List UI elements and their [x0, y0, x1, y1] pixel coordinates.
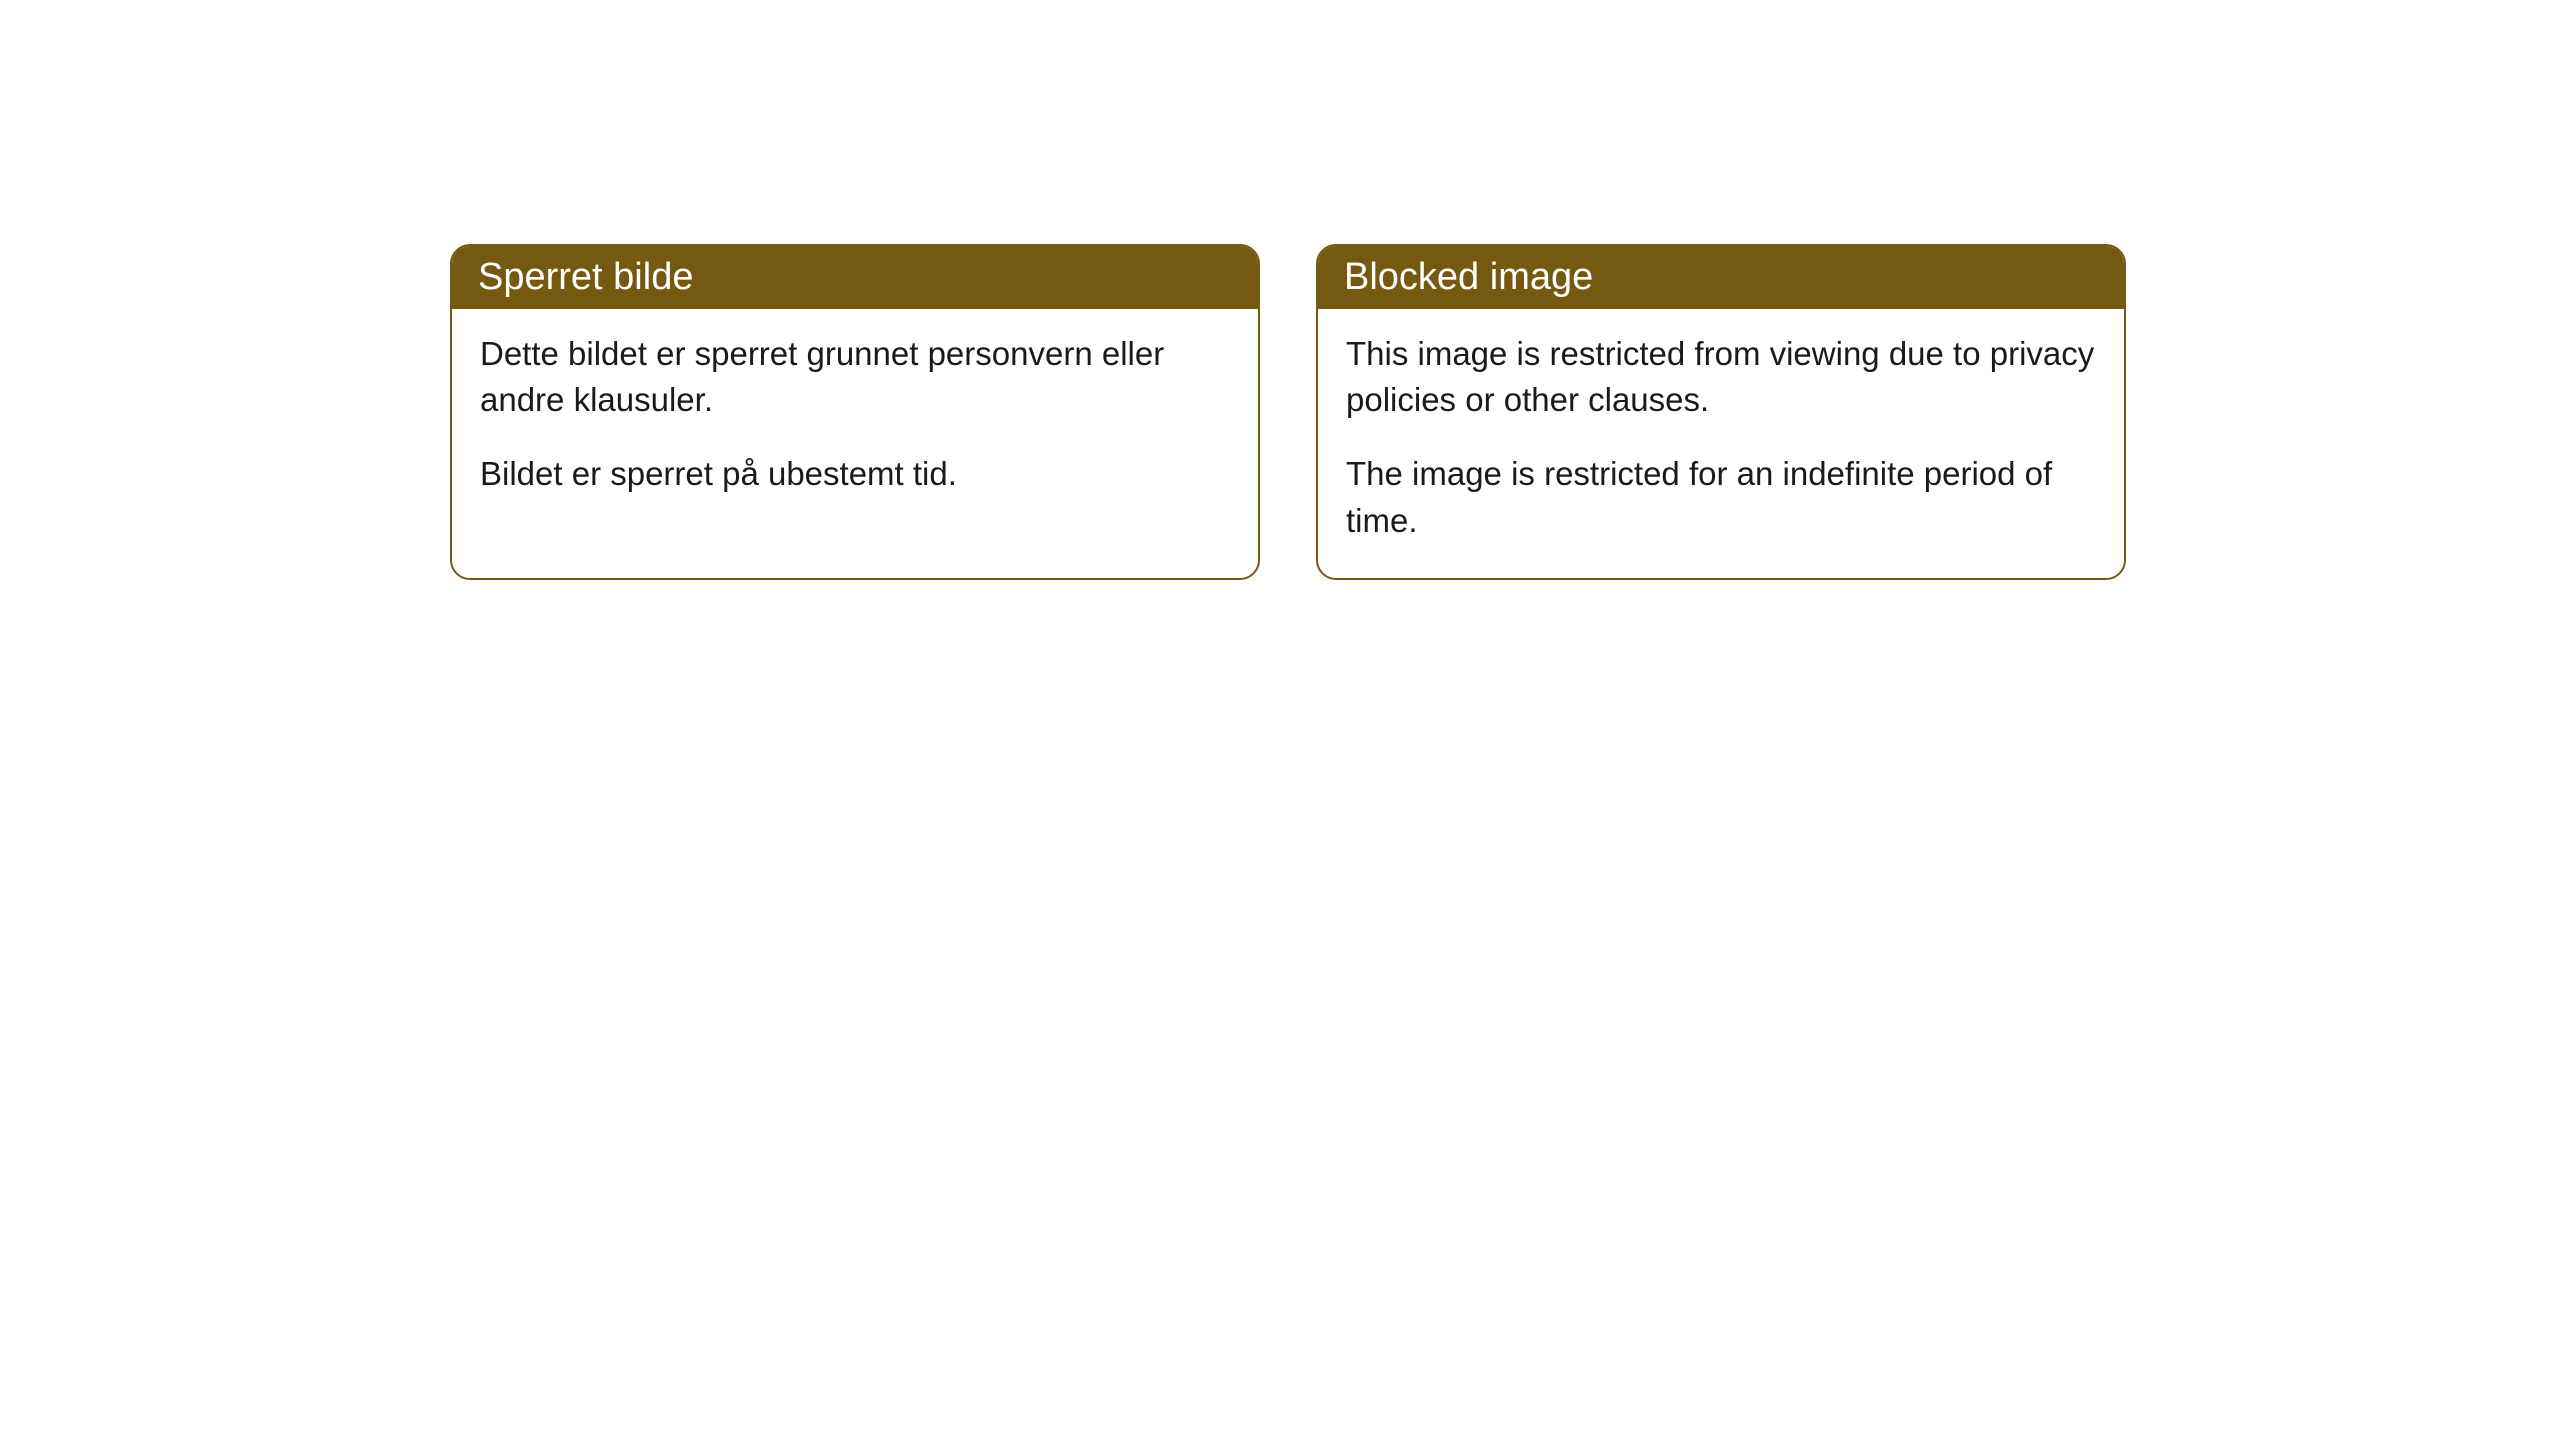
card-title: Blocked image [1344, 256, 1593, 298]
card-header: Blocked image [1318, 246, 2124, 309]
card-body: Dette bildet er sperret grunnet personve… [452, 309, 1258, 532]
card-paragraph: Dette bildet er sperret grunnet personve… [480, 331, 1230, 423]
notice-cards-container: Sperret bilde Dette bildet er sperret gr… [450, 244, 2126, 580]
notice-card-norwegian: Sperret bilde Dette bildet er sperret gr… [450, 244, 1260, 580]
card-paragraph: Bildet er sperret på ubestemt tid. [480, 451, 1230, 497]
card-paragraph: The image is restricted for an indefinit… [1346, 451, 2096, 543]
card-header: Sperret bilde [452, 246, 1258, 309]
notice-card-english: Blocked image This image is restricted f… [1316, 244, 2126, 580]
card-title: Sperret bilde [478, 256, 693, 298]
card-paragraph: This image is restricted from viewing du… [1346, 331, 2096, 423]
card-body: This image is restricted from viewing du… [1318, 309, 2124, 578]
